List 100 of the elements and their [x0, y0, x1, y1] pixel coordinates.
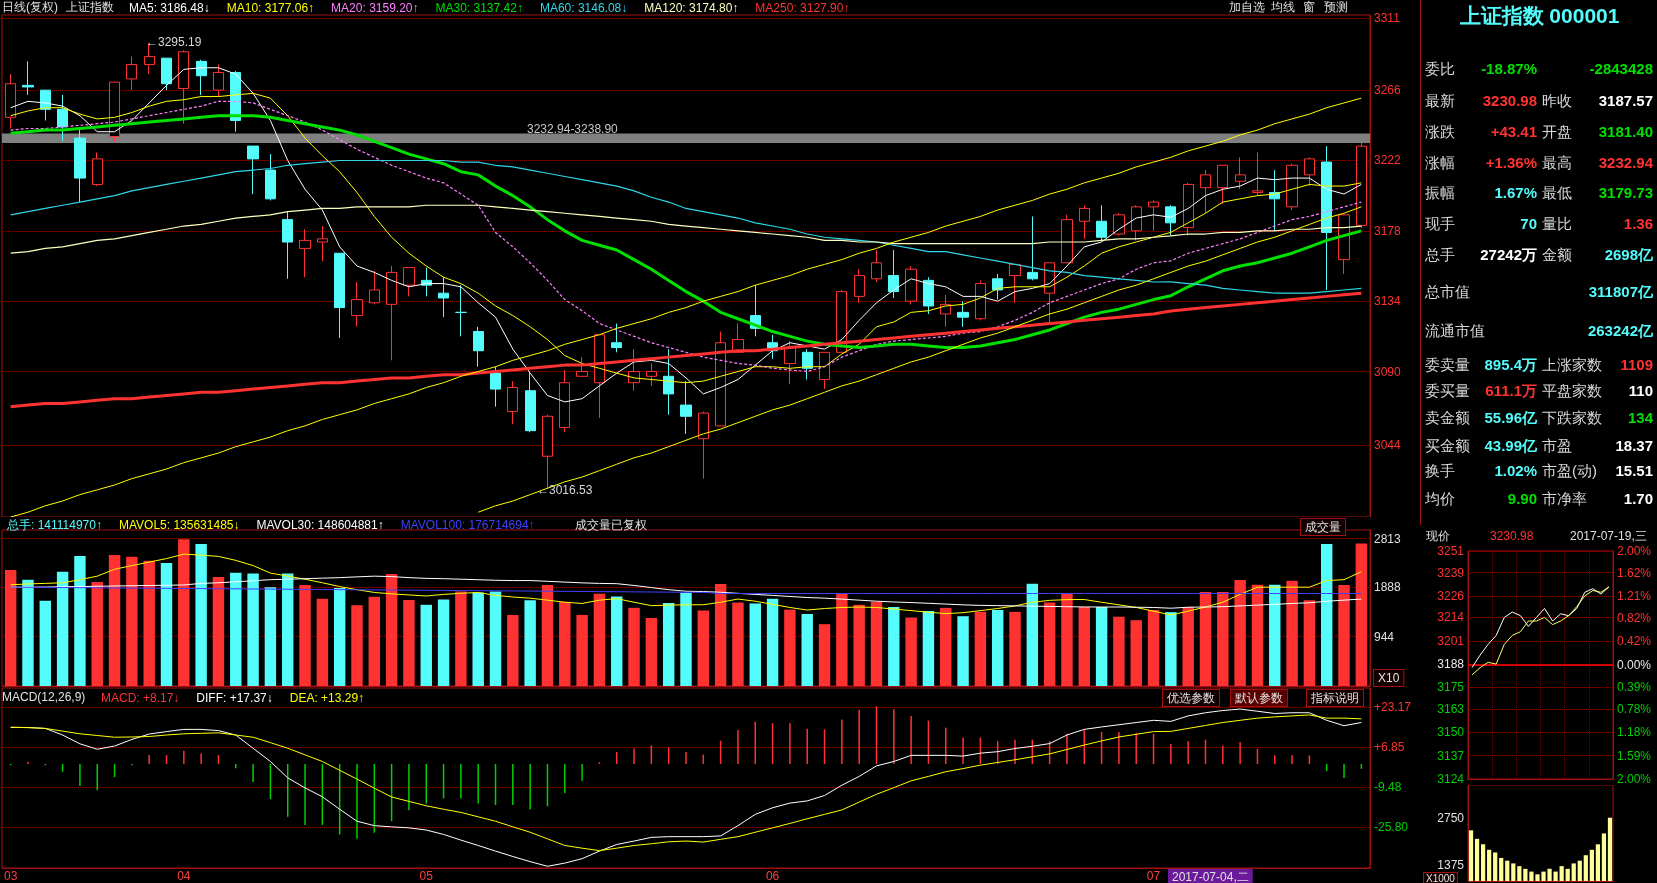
x-tick-label: 05 — [419, 869, 434, 883]
band-label: 3232.94-3238.90 — [527, 122, 619, 137]
candlestick — [975, 279, 986, 321]
text: 1.67% — [1494, 184, 1537, 201]
bar — [22, 579, 34, 686]
candlestick — [507, 380, 518, 425]
candlestick — [628, 348, 640, 392]
candlestick — [317, 225, 328, 262]
bar — [333, 588, 346, 686]
bar — [524, 600, 536, 686]
text: 1109 — [1620, 356, 1653, 373]
text: 110 — [1628, 382, 1653, 399]
bar — [870, 601, 883, 686]
chart-title: MACD(12,26,9) — [2, 690, 86, 704]
annotation: 成交量 — [1305, 520, 1341, 534]
y-tick-label: 2813 — [1374, 531, 1402, 546]
candlestick — [265, 153, 276, 201]
bar — [974, 611, 987, 686]
bar — [888, 607, 900, 686]
text: 上涨家数 — [1542, 356, 1602, 375]
candlestick — [1356, 142, 1367, 229]
candlestick — [1252, 151, 1263, 197]
candlestick — [698, 410, 709, 480]
annotation: 指标说明 — [1310, 691, 1359, 705]
bar — [299, 584, 311, 686]
bar — [593, 593, 606, 686]
bar — [74, 555, 86, 686]
y-tick-label: +6.85 — [1374, 740, 1405, 755]
bar — [212, 577, 225, 686]
line-series — [477, 206, 1362, 513]
text: 3179.73 — [1598, 184, 1653, 201]
text: 卖金额 — [1425, 409, 1470, 428]
y-tick-label: 3178 — [1374, 223, 1402, 238]
bar — [247, 573, 259, 686]
bar — [714, 584, 727, 686]
candlestick — [196, 59, 207, 96]
bar — [1078, 607, 1090, 686]
bar — [1026, 583, 1039, 686]
bar — [1182, 607, 1194, 686]
y-tick-label: 3150 — [1437, 725, 1465, 740]
bar — [1269, 584, 1281, 686]
candlestick — [784, 340, 796, 385]
annotation: 默认参数 — [1234, 691, 1283, 705]
bar — [1286, 580, 1298, 686]
text: X10 — [1378, 671, 1400, 685]
candlestick — [1321, 145, 1332, 291]
text: 市盈 — [1542, 437, 1572, 456]
bar — [39, 600, 52, 686]
line-series — [10, 586, 1362, 594]
line-series — [10, 553, 1362, 616]
y-tick-label: 3239 — [1437, 565, 1465, 580]
bar — [1217, 591, 1229, 686]
text: 市盈(动) — [1542, 462, 1597, 481]
bar — [1061, 593, 1073, 686]
text: MA10: 3177.06↑ — [226, 1, 315, 15]
candlestick — [576, 356, 588, 377]
bar — [1234, 580, 1246, 686]
candlestick — [854, 268, 865, 304]
bar — [143, 560, 155, 686]
text: 金额 — [1542, 246, 1572, 265]
candlestick — [351, 281, 363, 328]
candlestick — [1061, 214, 1073, 264]
text: X1000 — [1426, 872, 1456, 883]
candlestick — [299, 228, 311, 278]
text: 1.36 — [1623, 215, 1653, 232]
y-tick-label: 3311 — [1374, 11, 1401, 26]
text: 换手 — [1425, 462, 1455, 481]
text: MA30: 3137.42↑ — [435, 1, 523, 15]
y-tick-label: -25.80 — [1374, 820, 1409, 835]
candlestick — [1183, 182, 1194, 237]
bar — [455, 591, 467, 686]
text: 委买量 — [1425, 382, 1470, 401]
bar — [437, 599, 450, 686]
text: 3187.57 — [1598, 92, 1653, 109]
bar — [385, 573, 398, 686]
text: 895.4万 — [1484, 356, 1537, 375]
y-tick-label: 3044 — [1374, 438, 1402, 453]
text: 昨收 — [1542, 92, 1572, 111]
candlestick — [1148, 199, 1159, 232]
text: MA60: 3146.08↓ — [539, 1, 628, 15]
x-tick-label: 06 — [765, 869, 780, 883]
bar — [264, 587, 277, 686]
line-series — [10, 159, 1362, 294]
x-tick-label: 03 — [3, 869, 18, 883]
bar — [957, 616, 969, 686]
text: 27242万 — [1480, 246, 1537, 265]
y-tick-label: 3226 — [1437, 588, 1465, 603]
bar — [905, 617, 917, 686]
candlestick — [161, 57, 172, 91]
candlestick — [1200, 169, 1211, 214]
y-tick-label: 1375 — [1437, 857, 1465, 872]
bar — [108, 555, 121, 686]
annotation: 成交量已复权 — [575, 518, 647, 532]
y2-tick-label: 0.00% — [1617, 658, 1652, 672]
candlestick — [57, 94, 68, 142]
bar — [472, 592, 484, 686]
candlestick — [1235, 156, 1246, 190]
bar — [818, 624, 831, 686]
y-tick-label: 3124 — [1437, 772, 1465, 786]
candlestick — [646, 363, 657, 387]
